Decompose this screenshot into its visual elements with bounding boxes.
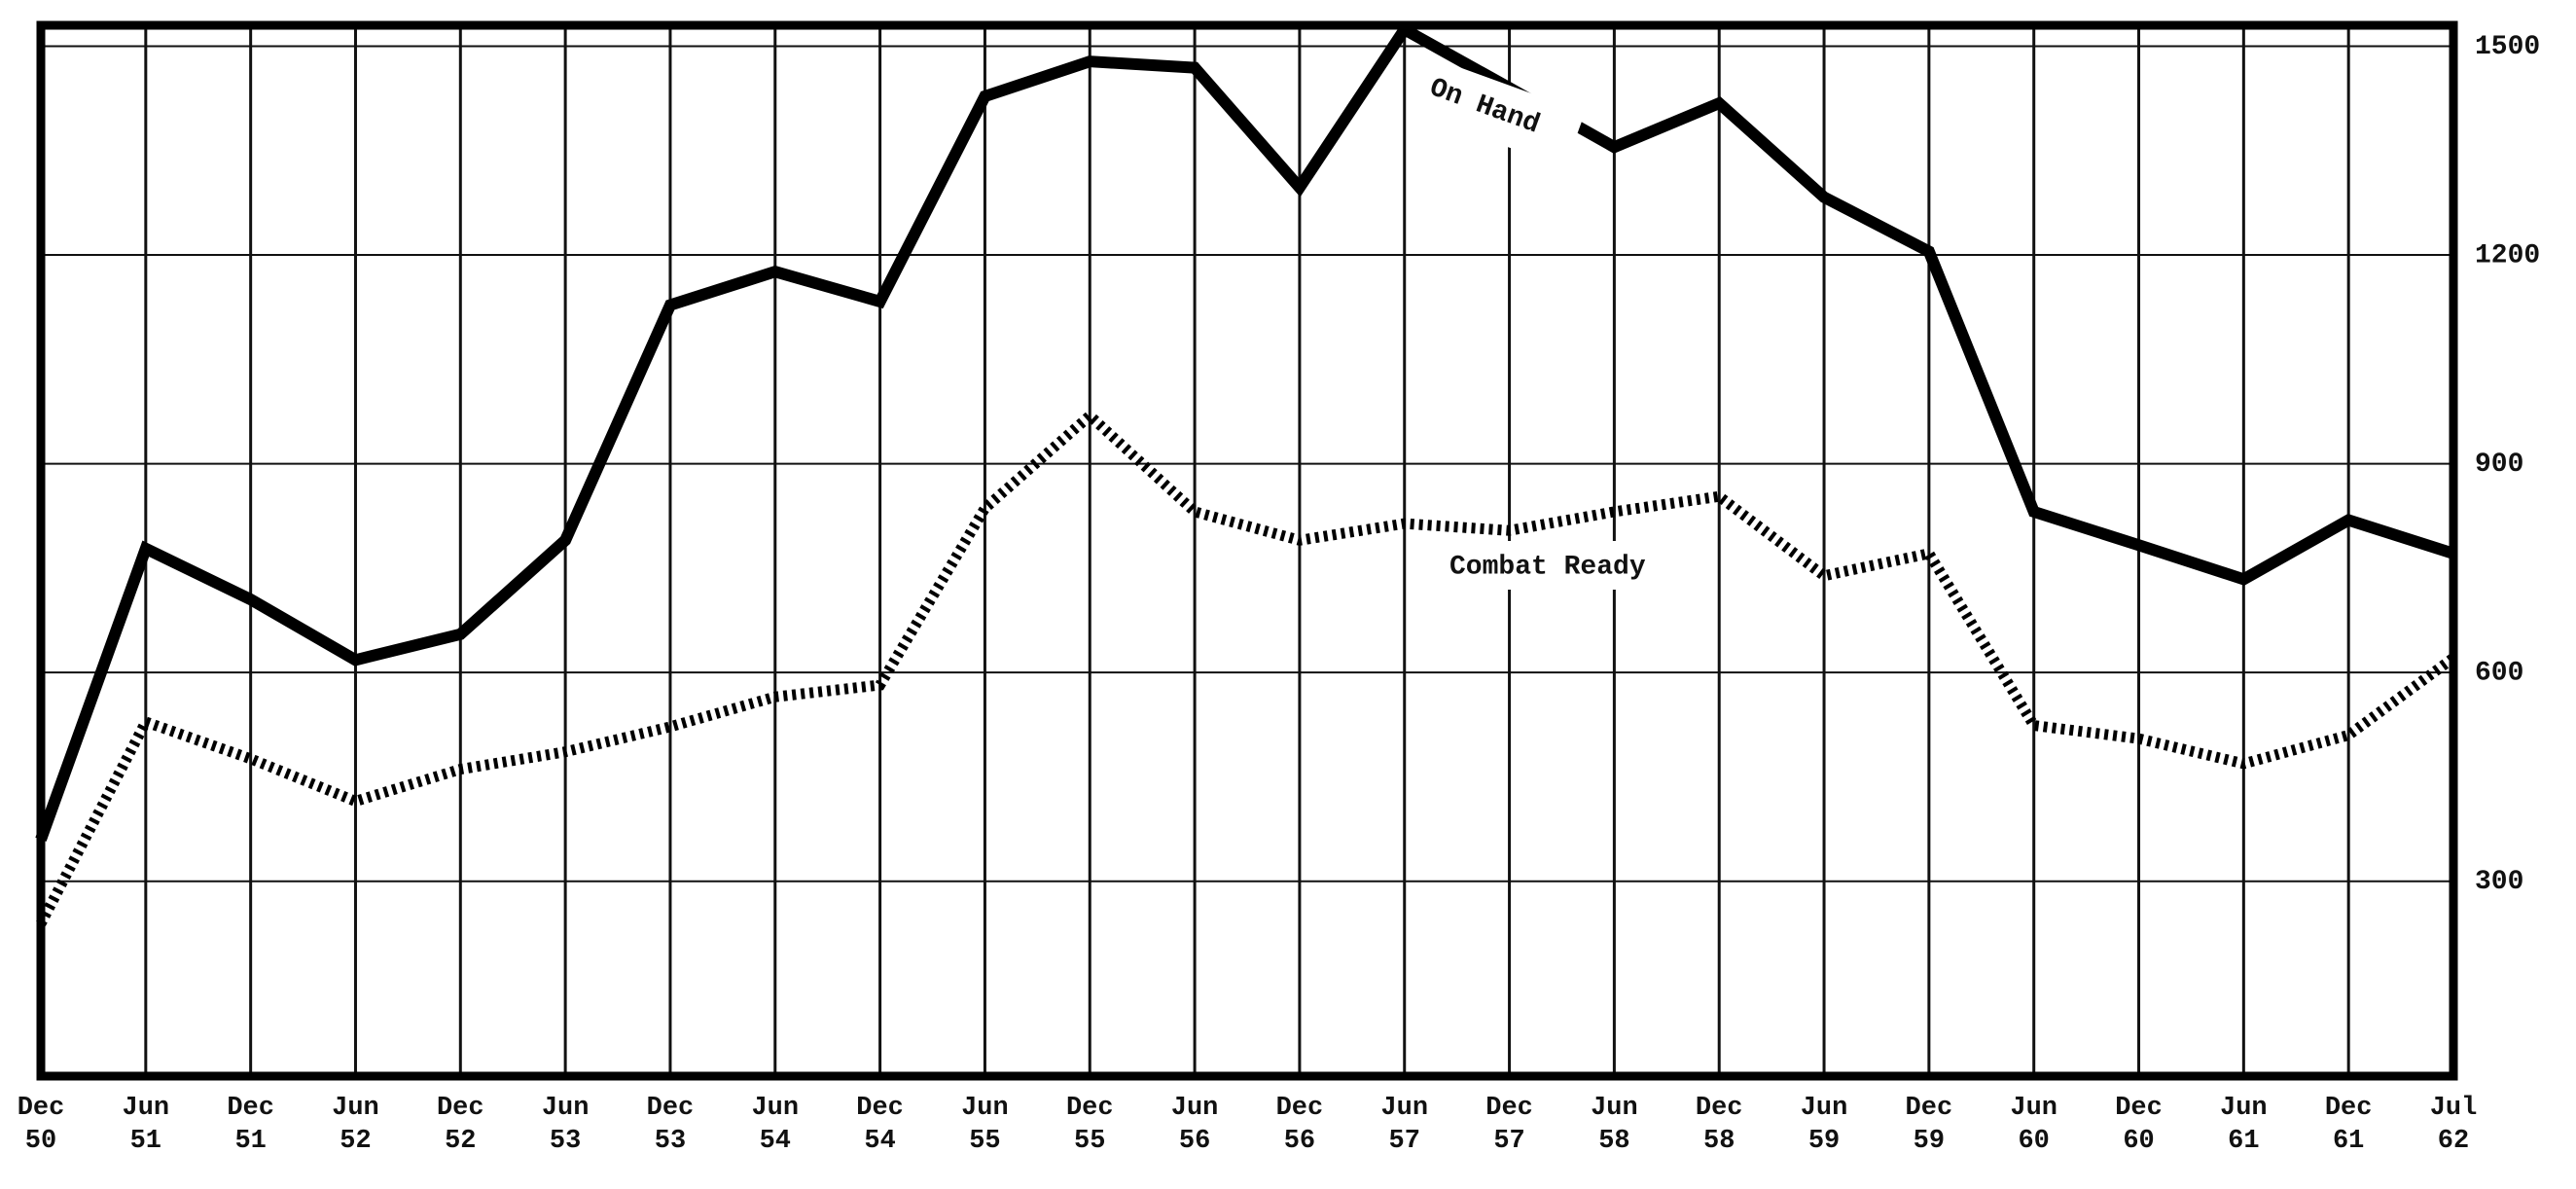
x-tick-label: Dec 59 [1905,1094,1953,1156]
x-tick-label: Jun 51 [122,1094,170,1156]
series-label: Combat Ready [1449,552,1646,582]
x-tick-label: Jun 61 [2220,1094,2268,1156]
label-bg [1418,59,1586,168]
y-tick-label: 1200 [2475,240,2540,270]
x-tick-label: Jun 55 [961,1094,1009,1156]
y-tick-label: 600 [2475,659,2523,689]
series-line [35,21,2455,842]
x-tick-label: Jun 56 [1170,1094,1219,1156]
y-tick-label: 300 [2475,867,2523,897]
x-tick-label: Dec 53 [646,1094,695,1156]
x-tick-label: Jun 54 [751,1094,800,1156]
y-tick-label: 900 [2475,450,2523,480]
x-tick-label: Dec 56 [1275,1094,1324,1156]
label-bg [1442,541,1704,590]
x-tick-label: Dec 61 [2324,1094,2373,1156]
y-tick-label: 1500 [2475,32,2540,62]
x-tick-label: Dec 51 [227,1094,274,1156]
series-line [36,408,2457,926]
x-tick-label: Dec 55 [1065,1094,1114,1156]
x-tick-label: Dec 52 [436,1094,484,1156]
x-tick-label: Dec 58 [1695,1094,1743,1156]
x-tick-label: Jun 57 [1380,1094,1429,1156]
x-tick-label: Dec 60 [2115,1094,2163,1156]
x-tick-label: Jun 52 [332,1094,379,1156]
x-tick-label: Dec 57 [1485,1094,1533,1156]
x-tick-label: Dec 50 [17,1094,65,1156]
x-tick-label: Jun 60 [2010,1094,2057,1156]
x-tick-label: Jun 53 [541,1094,590,1156]
plot-frame [36,20,2458,1081]
x-tick-label: Jun 59 [1800,1094,1848,1156]
x-tick-label: Dec 54 [856,1094,904,1156]
x-tick-label: Jun 58 [1591,1094,1638,1156]
x-tick-label: Jul 62 [2429,1094,2478,1156]
